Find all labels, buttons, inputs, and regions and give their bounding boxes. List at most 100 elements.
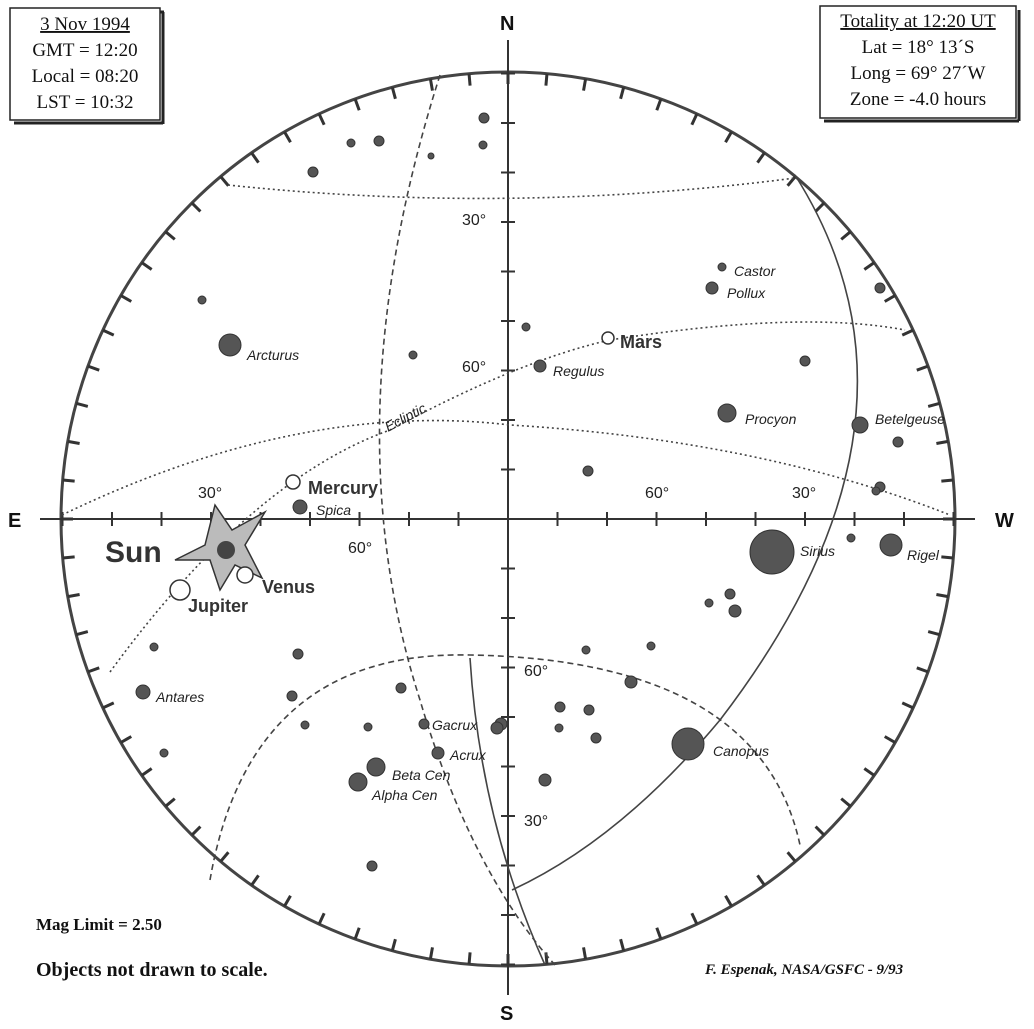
star-label: Rigel [907, 547, 940, 563]
star-label: Arcturus [246, 347, 299, 363]
rim-tick [584, 947, 586, 959]
star [136, 685, 150, 699]
star [847, 534, 855, 542]
credit: F. Espenak, NASA/GSFC - 9/93 [704, 962, 904, 978]
sun-disk [217, 541, 235, 559]
scale-label: 30° [198, 485, 222, 502]
star [287, 691, 297, 701]
background [0, 0, 1034, 1029]
planet-label: Mercury [308, 478, 378, 498]
star-label: Alpha Cen [371, 787, 438, 803]
star [293, 500, 307, 514]
compass-west: W [995, 510, 1014, 532]
star [374, 136, 384, 146]
star [219, 334, 241, 356]
planet [237, 567, 253, 583]
star-label: Gacrux [432, 717, 478, 733]
star [880, 534, 902, 556]
star [308, 167, 318, 177]
scale-label: 60° [462, 359, 486, 376]
rim-tick [63, 480, 75, 481]
star-label: Acrux [449, 747, 487, 763]
date-title: 3 Nov 1994 [40, 14, 130, 35]
star [349, 773, 367, 791]
star [479, 141, 487, 149]
planet-label: Mars [620, 332, 662, 352]
star-label: Betelgeuse [875, 411, 945, 427]
planet-label: Sun [105, 536, 162, 569]
star-label: Beta Cen [392, 767, 451, 783]
scale-label: 60° [524, 663, 548, 680]
sky-map: Arcturus Castor Pollux Regulus Procyon B… [0, 0, 1034, 1029]
star [539, 774, 551, 786]
star-label: Regulus [553, 363, 604, 379]
date-line: Local = 08:20 [32, 66, 139, 87]
rim-tick [584, 79, 586, 91]
scale-label: 30° [524, 813, 548, 830]
star-label: Pollux [727, 285, 766, 301]
star [432, 747, 444, 759]
rim-tick [63, 557, 75, 558]
planet-label: Venus [262, 577, 315, 597]
star-label: Castor [734, 263, 777, 279]
star [893, 437, 903, 447]
rim-tick [469, 74, 470, 86]
star-label: Canopus [713, 743, 769, 759]
star [672, 728, 704, 760]
star [591, 733, 601, 743]
planet-label: Jupiter [188, 596, 248, 616]
star [718, 263, 726, 271]
compass-east: E [8, 510, 21, 532]
star [718, 404, 736, 422]
star [872, 487, 880, 495]
star [293, 649, 303, 659]
star [367, 861, 377, 871]
rim-tick [936, 441, 948, 443]
star [729, 605, 741, 617]
star [555, 702, 565, 712]
rim-tick [469, 952, 470, 964]
star [160, 749, 168, 757]
scale-label: 30° [462, 212, 486, 229]
star-label: Spica [316, 502, 351, 518]
star [428, 153, 434, 159]
star [852, 417, 868, 433]
star [367, 758, 385, 776]
rim-tick [941, 557, 953, 558]
star [364, 723, 372, 731]
star [419, 719, 429, 729]
compass-north: N [500, 13, 514, 35]
star [725, 589, 735, 599]
star [301, 721, 309, 729]
star [534, 360, 546, 372]
star [198, 296, 206, 304]
star [409, 351, 417, 359]
star [705, 599, 713, 607]
rim-tick [68, 441, 80, 443]
totality-line: Zone = -4.0 hours [850, 89, 986, 110]
scale-label: 30° [792, 485, 816, 502]
date-line: GMT = 12:20 [32, 40, 137, 61]
star [150, 643, 158, 651]
rim-tick [936, 595, 948, 597]
totality-title: Totality at 12:20 UT [840, 11, 996, 32]
mag-limit: Mag Limit = 2.50 [36, 915, 162, 934]
star [522, 323, 530, 331]
planet [170, 580, 190, 600]
star [582, 646, 590, 654]
star-label: Procyon [745, 411, 797, 427]
star [647, 642, 655, 650]
star [750, 530, 794, 574]
star [491, 722, 503, 734]
star [583, 466, 593, 476]
rim-tick [546, 74, 547, 86]
star [584, 705, 594, 715]
star [396, 683, 406, 693]
planet [286, 475, 300, 489]
star [555, 724, 563, 732]
scale-label: 60° [645, 485, 669, 502]
scale-note: Objects not drawn to scale. [36, 959, 268, 981]
compass-south: S [500, 1003, 513, 1025]
star [479, 113, 489, 123]
star-label: Antares [155, 689, 204, 705]
